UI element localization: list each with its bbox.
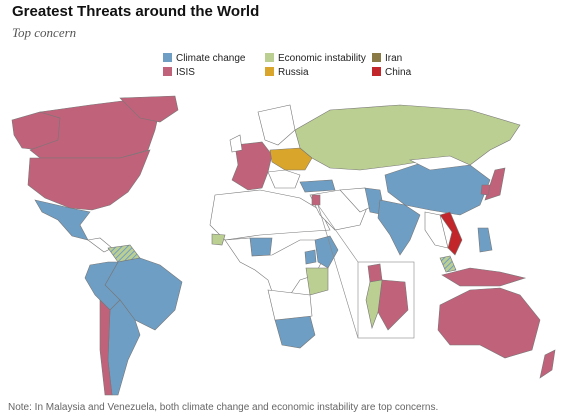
vietnam <box>439 211 463 256</box>
lebanon <box>311 194 321 206</box>
uk <box>229 134 243 153</box>
inset-israel <box>365 279 383 330</box>
india <box>377 199 421 256</box>
world-map <box>11 95 556 396</box>
usa <box>27 149 151 211</box>
chile <box>99 299 113 396</box>
legend-swatch <box>163 53 172 62</box>
legend-label: Economic instability <box>278 53 366 64</box>
new-zealand <box>539 349 556 379</box>
legend-swatch <box>372 67 381 76</box>
australia <box>437 287 541 359</box>
japan <box>484 167 506 201</box>
south-africa <box>274 315 316 349</box>
indonesia <box>441 267 527 287</box>
turkey <box>299 179 336 193</box>
malaysia <box>439 255 457 273</box>
south-korea <box>480 184 491 196</box>
scandinavia <box>257 104 296 146</box>
legend-label: Climate change <box>176 53 246 64</box>
north-africa <box>209 189 331 241</box>
ghana <box>211 233 226 246</box>
mongolia <box>408 155 472 171</box>
legend-label: ISIS <box>176 67 195 78</box>
legend-label: Russia <box>278 67 309 78</box>
legend-label: China <box>385 67 412 78</box>
inset-leader <box>317 204 359 263</box>
legend-swatch <box>265 53 274 62</box>
nigeria <box>249 237 273 257</box>
legend-label: Iran <box>385 53 402 64</box>
southern-africa <box>267 289 313 321</box>
russia <box>294 104 521 171</box>
inset-leader <box>317 204 359 339</box>
legend-swatch <box>163 67 172 76</box>
note: Note: In Malaysia and Venezuela, both cl… <box>8 402 438 413</box>
tanzania <box>305 267 329 296</box>
title: Greatest Threats around the World <box>12 3 259 20</box>
legend-swatch <box>265 67 274 76</box>
western-europe <box>231 141 273 191</box>
legend-swatch <box>372 53 381 62</box>
central-america <box>87 237 113 253</box>
legend: Climate change ISIS Economic instability Ru… <box>163 53 412 78</box>
greenland <box>119 95 179 123</box>
philippines <box>477 227 493 253</box>
balkans <box>267 169 301 189</box>
subtitle: Top concern <box>12 25 76 40</box>
uganda <box>304 249 317 265</box>
southeast-asia <box>424 211 449 249</box>
inset-lebanon <box>367 263 383 283</box>
